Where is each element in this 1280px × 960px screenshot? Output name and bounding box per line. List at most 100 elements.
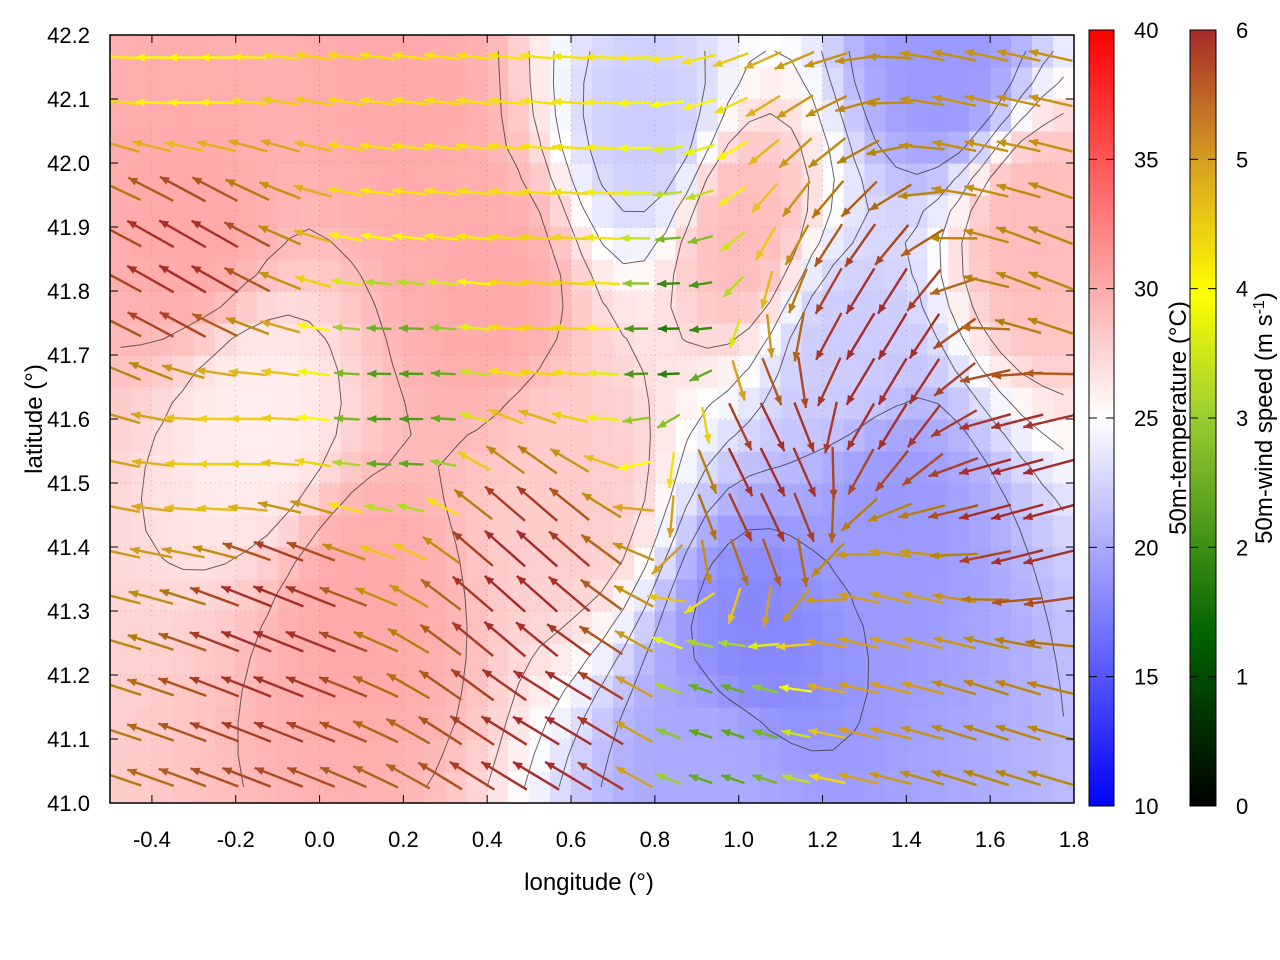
heatmap-cell [550,611,572,644]
heatmap-cell [801,163,824,196]
heatmap-cell [801,195,824,228]
heatmap-cell [885,419,907,452]
wind-vector-head [834,56,845,65]
wind-vector-head [828,533,837,543]
heatmap-cell [990,195,1012,228]
heatmap-cell [508,643,530,676]
heatmap-cell [424,643,446,676]
heatmap-cell [864,451,886,484]
wind-vector-head [99,456,109,464]
wind-vector-head [996,49,1007,58]
wind-colorbar: 0 1 2 3 4 5 6 50m-wind speed (m s-1) [1189,18,1278,819]
heatmap-cell [235,771,258,803]
heatmap-cell [487,419,509,452]
heatmap-cell [172,611,195,644]
y-tick-label: 41.0 [47,791,90,816]
heatmap-cell [1032,643,1054,676]
wind-vector-head [548,576,559,586]
wind-vector-head [516,575,527,586]
heatmap-cell [487,291,509,324]
wind-vector-head [624,369,634,379]
heatmap-cell [235,259,258,292]
wind-vector-shaft [110,184,142,202]
wind-vector-head [901,681,912,690]
wind-vector-head [582,493,593,502]
wind-vector-head [584,278,594,287]
wind-vector-head [519,323,529,332]
heatmap-cell [529,611,551,644]
heatmap-cell [948,67,970,100]
heatmap-cell [696,259,719,292]
y-tick-label: 41.1 [47,727,90,752]
heatmap-cell [969,739,991,772]
heatmap-cell [759,99,782,132]
wind-vector-head [751,202,762,213]
heatmap-cell [717,67,740,100]
heatmap-cell [403,99,425,132]
wind-vector-head [996,183,1007,192]
heatmap-cell [445,323,467,356]
wind-vector-head [723,287,733,298]
heatmap-cell [403,547,425,580]
wind-vector-head [870,636,881,645]
heatmap-cell [151,579,174,612]
heatmap-cell [214,355,237,388]
heatmap-cell [340,547,363,580]
heatmap-cell [654,67,677,100]
heatmap-cell [1032,291,1054,324]
heatmap-cell [382,99,404,132]
heatmap-cell [948,675,970,708]
wind-vector-head [222,767,233,776]
heatmap-cell [990,99,1012,132]
wind-vector-head [807,728,818,736]
heatmap-cell [466,675,488,708]
heatmap-cell [256,131,279,164]
heatmap-cell [529,323,551,356]
heatmap-cell [843,259,866,292]
heatmap-cell [675,355,698,388]
heatmap-cell [256,195,279,228]
wind-vector-shaft [110,505,140,514]
heatmap-cell [340,35,363,68]
heatmap-cell [571,67,593,100]
y-tick-label: 41.6 [47,407,90,432]
heatmap-cell [361,355,384,388]
wind-vector-head [577,717,588,726]
heatmap-cell [948,99,970,132]
wind-vector-head [328,231,339,240]
wind-vector-head [684,604,695,614]
heatmap-cell [110,739,132,772]
wind-vector-head [455,51,466,60]
wind-vector-head [615,721,626,730]
heatmap-cell [193,67,216,100]
heatmap-cell [319,547,342,580]
heatmap-cell [759,547,782,580]
heatmap-cell [193,419,216,452]
heatmap-cell [738,547,761,580]
wind-vector-head [399,414,409,424]
heatmap-cell [801,35,824,68]
heatmap-cell [843,579,866,612]
wind-vector-head [398,324,408,333]
wind-vector-head [929,234,940,243]
temperature-tick-label: 30 [1134,277,1158,302]
heatmap-cell [717,739,740,772]
heatmap-cell [864,771,886,803]
heatmap-cell [361,259,384,292]
wind-vector-head [353,766,364,774]
wind-vector-head [162,546,172,555]
wind-vector-head [687,236,698,245]
wind-vector-head [228,503,238,512]
heatmap-cell [151,419,174,452]
heatmap-cell [885,579,907,612]
wind-vector-head [423,142,434,151]
heatmap-cell [110,195,132,228]
heatmap-cell [843,739,866,772]
heatmap-cell [424,771,446,803]
heatmap-cell [487,611,509,644]
heatmap-cell [1032,131,1054,164]
heatmap-cell [654,515,677,548]
heatmap-cell [864,131,886,164]
wind-vector-head [655,773,666,781]
heatmap-cell [1053,99,1074,132]
